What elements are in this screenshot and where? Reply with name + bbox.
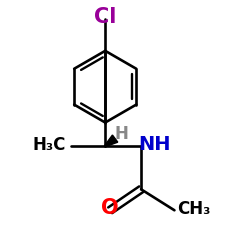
Text: NH: NH (138, 135, 171, 154)
Text: Cl: Cl (94, 8, 116, 28)
Text: H₃C: H₃C (32, 136, 66, 154)
Text: O: O (101, 198, 119, 218)
Text: CH₃: CH₃ (177, 200, 210, 218)
Polygon shape (105, 135, 118, 146)
Text: H: H (114, 125, 128, 143)
